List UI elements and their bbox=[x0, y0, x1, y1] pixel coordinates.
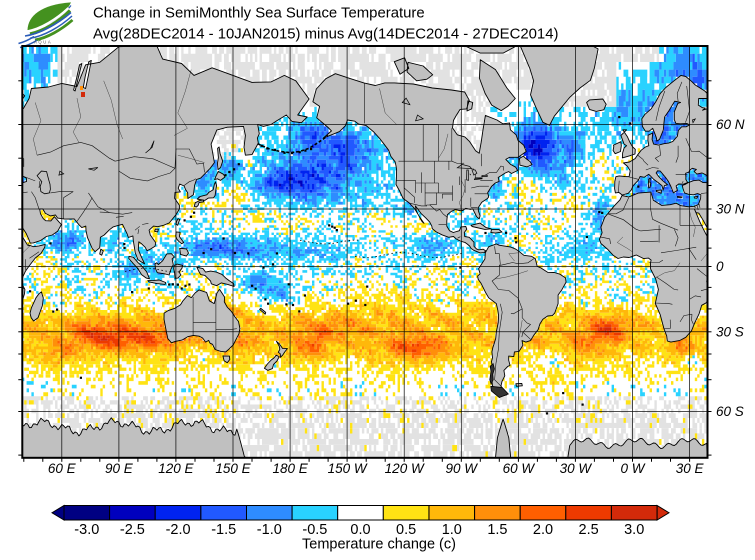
svg-text:180 E: 180 E bbox=[272, 461, 308, 476]
svg-text:1.5: 1.5 bbox=[487, 522, 507, 538]
svg-text:60 S: 60 S bbox=[716, 404, 744, 419]
svg-text:Change in SemiMonthly Sea Surf: Change in SemiMonthly Sea Surface Temper… bbox=[93, 6, 425, 22]
svg-text:30 N: 30 N bbox=[716, 202, 745, 217]
svg-text:2.0: 2.0 bbox=[533, 522, 553, 538]
svg-text:-2.0: -2.0 bbox=[166, 522, 191, 538]
svg-text:60 E: 60 E bbox=[48, 461, 77, 476]
svg-text:0: 0 bbox=[716, 259, 724, 274]
svg-text:Temperature change (c): Temperature change (c) bbox=[302, 537, 456, 553]
svg-text:90 W: 90 W bbox=[446, 461, 479, 476]
svg-text:-1.0: -1.0 bbox=[257, 522, 282, 538]
svg-text:30 W: 30 W bbox=[560, 461, 593, 476]
svg-text:120 E: 120 E bbox=[158, 461, 194, 476]
svg-text:2.5: 2.5 bbox=[579, 522, 599, 538]
svg-text:AQUA: AQUA bbox=[34, 40, 52, 45]
svg-text:90 E: 90 E bbox=[105, 461, 134, 476]
svg-text:150 E: 150 E bbox=[215, 461, 251, 476]
svg-text:1.0: 1.0 bbox=[442, 522, 462, 538]
svg-text:30 E: 30 E bbox=[676, 461, 705, 476]
svg-text:Avg(28DEC2014 - 10JAN2015) min: Avg(28DEC2014 - 10JAN2015) minus Avg(14D… bbox=[93, 27, 558, 43]
svg-text:0.5: 0.5 bbox=[396, 522, 416, 538]
svg-text:60 W: 60 W bbox=[503, 461, 536, 476]
svg-text:-0.5: -0.5 bbox=[302, 522, 327, 538]
svg-text:30 S: 30 S bbox=[716, 324, 744, 339]
svg-text:0.0: 0.0 bbox=[350, 522, 370, 538]
svg-text:-1.5: -1.5 bbox=[211, 522, 236, 538]
svg-text:150 W: 150 W bbox=[328, 461, 368, 476]
svg-text:60 N: 60 N bbox=[716, 117, 745, 132]
svg-text:-2.5: -2.5 bbox=[120, 522, 145, 538]
svg-text:-3.0: -3.0 bbox=[74, 522, 99, 538]
svg-text:3.0: 3.0 bbox=[624, 522, 644, 538]
svg-text:120 W: 120 W bbox=[385, 461, 425, 476]
svg-text:0 W: 0 W bbox=[620, 461, 645, 476]
